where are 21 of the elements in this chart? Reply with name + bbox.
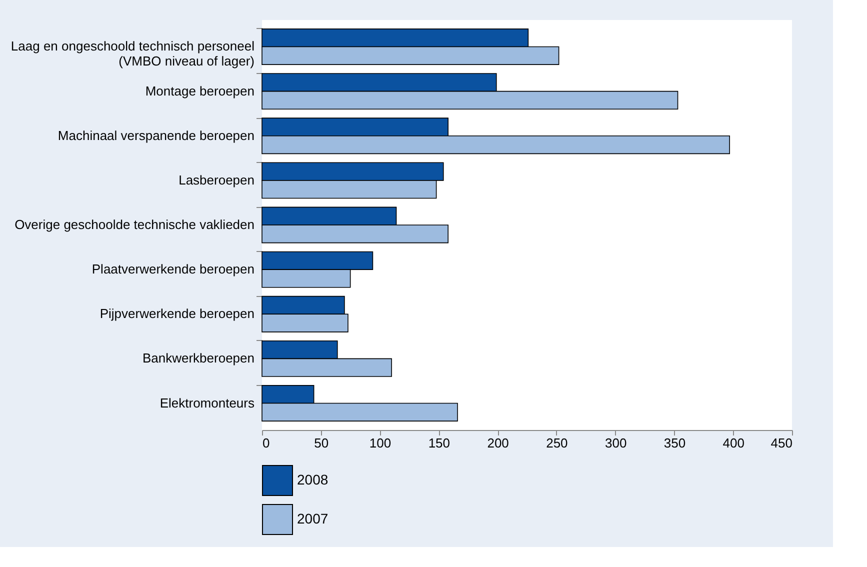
x-tick-label: 100	[369, 436, 392, 450]
x-tick-label: 250	[546, 436, 568, 450]
y-tick-label: Laag en ongeschoold technisch personeel (VMBO niveau of lager)	[10, 38, 255, 69]
x-tick-label: 200	[487, 436, 509, 450]
y-tick-label: Machinaal verspanende beroepen	[58, 128, 254, 143]
y-tick-label: Elektromonteurs	[160, 395, 255, 410]
y-tick-label: Pijpverwerkende beroepen	[100, 306, 254, 322]
x-tick-label: 450	[770, 436, 792, 450]
x-tick-label: 400	[722, 436, 744, 450]
y-tick-label: Overige geschoolde technische vaklieden	[14, 217, 254, 232]
x-tick-label: 350	[664, 436, 686, 450]
legend-label: 2007	[297, 510, 328, 526]
x-tick-label: 300	[604, 436, 627, 450]
x-tick-label: 0	[262, 436, 270, 450]
x-tick-label: 150	[428, 436, 450, 450]
y-tick-label: Montage beroepen	[145, 83, 254, 98]
y-tick-label: Lasberoepen	[178, 172, 254, 188]
y-tick-label: Bankwerkberoepen	[142, 350, 254, 366]
y-tick-label: Plaatverwerkende beroepen	[92, 262, 254, 277]
x-tick-label: 50	[314, 436, 329, 450]
legend-label: 2008	[297, 472, 328, 488]
